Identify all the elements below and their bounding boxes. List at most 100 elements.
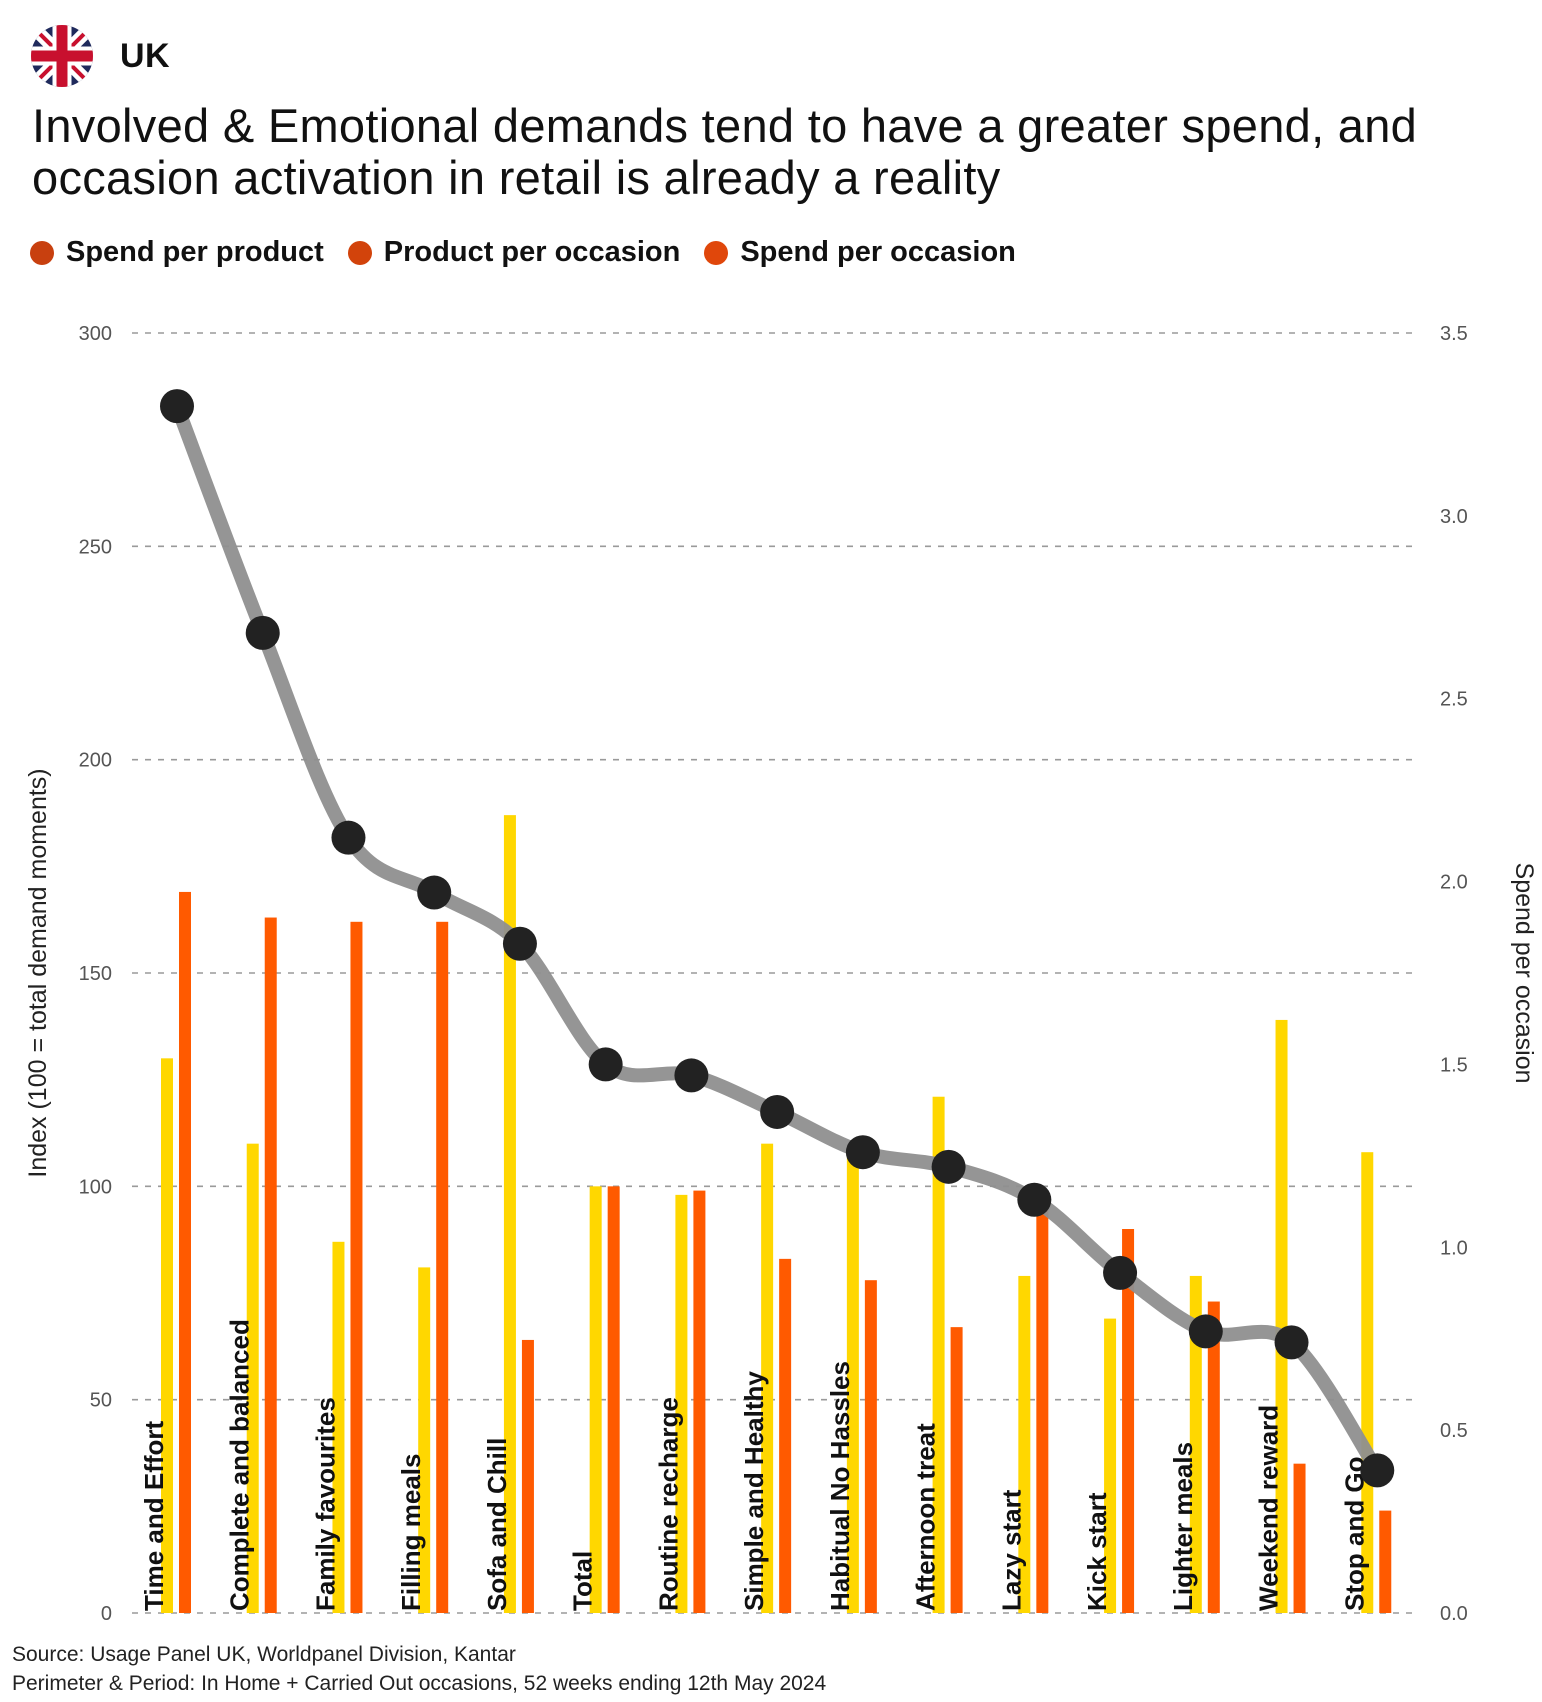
category-label: Kick start (1082, 1492, 1112, 1611)
legend-dot-spend-per-occasion (704, 240, 729, 265)
spend-per-occasion-point (1188, 1314, 1223, 1349)
bar-product-per-occasion (179, 891, 191, 1613)
bar-spend-per-product (761, 1143, 774, 1613)
category-label: Time and Effort (139, 1420, 169, 1611)
flag-cross (31, 25, 93, 87)
bar-spend-per-product (161, 1058, 173, 1613)
bar-product-per-occasion (350, 921, 363, 1613)
category-label: Family favourites (310, 1397, 340, 1611)
category-label: Filling meals (396, 1454, 426, 1612)
bar-product-per-occasion (1293, 1463, 1306, 1613)
legend: Spend per product Product per occasion S… (30, 236, 1040, 269)
y-tick-label: 50 (90, 1390, 112, 1412)
legend-item-spend-per-product: Spend per product (30, 236, 324, 269)
y-tick-label: 200 (79, 750, 112, 772)
bar-spend-per-product (246, 1143, 259, 1613)
category-label: Simple and Healthy (739, 1371, 769, 1611)
category-label: Total (568, 1551, 598, 1611)
bar-spend-per-product (846, 1156, 859, 1613)
bar-spend-per-product (503, 815, 516, 1613)
y2-tick-label: 2.5 (1440, 689, 1468, 711)
spend-per-occasion-point (760, 1094, 795, 1129)
category-label: Routine recharge (653, 1397, 683, 1611)
bar-product-per-occasion (607, 1186, 620, 1613)
footer: Source: Usage Panel UK, Worldpanel Divis… (12, 1640, 826, 1698)
line-layer (160, 389, 1395, 1488)
y2-tick-label: 0.5 (1440, 1420, 1468, 1442)
spend-per-occasion-point (502, 926, 537, 961)
legend-label-spend-per-occasion: Spend per occasion (740, 236, 1016, 268)
bar-spend-per-product (1104, 1318, 1117, 1613)
spend-per-occasion-point (1274, 1325, 1309, 1360)
legend-item-spend-per-occasion: Spend per occasion (704, 236, 1016, 269)
grid-layer (132, 332, 1418, 1614)
y2-tick-label: 1.0 (1440, 1237, 1468, 1259)
y-tick-label: 250 (79, 536, 112, 558)
y2-axis-title: Spend per occasion (1510, 863, 1538, 1084)
y-tick-label: 0 (101, 1603, 112, 1625)
uk-flag-icon (31, 25, 93, 87)
bar-product-per-occasion (1207, 1301, 1220, 1613)
bar-product-per-occasion (693, 1190, 706, 1613)
bar-spend-per-product (332, 1241, 345, 1613)
spend-per-occasion-point (331, 820, 366, 855)
bar-spend-per-product (418, 1267, 431, 1613)
category-label: Sofa and Chill (482, 1438, 512, 1611)
spend-per-occasion-point (160, 389, 194, 424)
category-label: Complete and balanced (225, 1319, 255, 1611)
y2-tick-label: 2.0 (1440, 872, 1468, 894)
bar-spend-per-product (675, 1194, 688, 1613)
category-label: Lighter meals (1168, 1442, 1198, 1611)
spend-per-occasion-point (1103, 1255, 1138, 1290)
bar-product-per-occasion (436, 921, 449, 1613)
category-label: Habitual No Hassles (825, 1361, 855, 1611)
bar-product-per-occasion (864, 1280, 877, 1613)
spend-per-occasion-point (1017, 1182, 1052, 1217)
legend-dot-product-per-occasion (347, 240, 372, 265)
y-tick-label: 300 (79, 323, 112, 345)
spend-per-occasion-point (931, 1149, 966, 1184)
spend-per-occasion-point (674, 1058, 709, 1093)
spend-per-occasion-point (588, 1047, 623, 1082)
y2-tick-label: 3.5 (1440, 323, 1468, 345)
country-label: UK (120, 36, 171, 75)
bar-product-per-occasion (1122, 1229, 1135, 1613)
period-note: Perimeter & Period: In Home + Carried Ou… (12, 1672, 827, 1695)
combo-chart: Time and Effort Complete and balanced Fami… (24, 323, 1538, 1625)
legend-label-spend-per-product: Spend per product (66, 236, 324, 268)
chart-title: Involved & Emotional demands tend to hav… (32, 99, 1418, 204)
spend-per-occasion-point (1360, 1453, 1395, 1488)
source-note: Source: Usage Panel UK, Worldpanel Divis… (12, 1643, 516, 1666)
bar-spend-per-product (589, 1186, 602, 1613)
spend-per-occasion-point (245, 615, 280, 650)
category-label: Stop and Go (1339, 1456, 1369, 1611)
category-label: Afternoon treat (911, 1423, 941, 1611)
bar-spend-per-product (1189, 1275, 1202, 1613)
header: UK (30, 24, 170, 88)
category-label: Lazy start (996, 1489, 1026, 1611)
bar-product-per-occasion (779, 1258, 792, 1613)
y-tick-label: 100 (79, 1176, 112, 1198)
legend-item-product-per-occasion: Product per occasion (347, 236, 681, 269)
legend-label-product-per-occasion: Product per occasion (383, 236, 681, 268)
spend-per-occasion-line (170, 399, 1385, 1478)
y-tick-label: 150 (79, 963, 112, 985)
bars-layer (161, 815, 1392, 1613)
bar-product-per-occasion (521, 1339, 534, 1613)
legend-dot-spend-per-product (30, 240, 54, 265)
y2-tick-label: 1.5 (1440, 1054, 1468, 1076)
y-axis-title: Index (100 = total demand moments) (24, 768, 52, 1177)
bar-spend-per-product (1275, 1019, 1288, 1613)
y2-tick-label: 0.0 (1440, 1603, 1468, 1625)
bar-product-per-occasion (1379, 1510, 1392, 1613)
bar-product-per-occasion (1036, 1203, 1049, 1613)
category-label: Weekend reward (1254, 1405, 1284, 1611)
spend-per-occasion-point (845, 1135, 880, 1170)
bar-spend-per-product (1361, 1152, 1374, 1613)
bar-product-per-occasion (264, 917, 277, 1613)
category-label-layer: Time and Effort Complete and balanced Fami… (139, 1319, 1369, 1611)
bar-spend-per-product (1018, 1275, 1031, 1613)
spend-per-occasion-point (417, 875, 452, 910)
bar-spend-per-product (932, 1096, 945, 1613)
axis-layer: 0 50 100 150 200 250 300 0.0 0.5 1.0 1.5 2.0 2.5 3.0 3… (24, 323, 1538, 1625)
